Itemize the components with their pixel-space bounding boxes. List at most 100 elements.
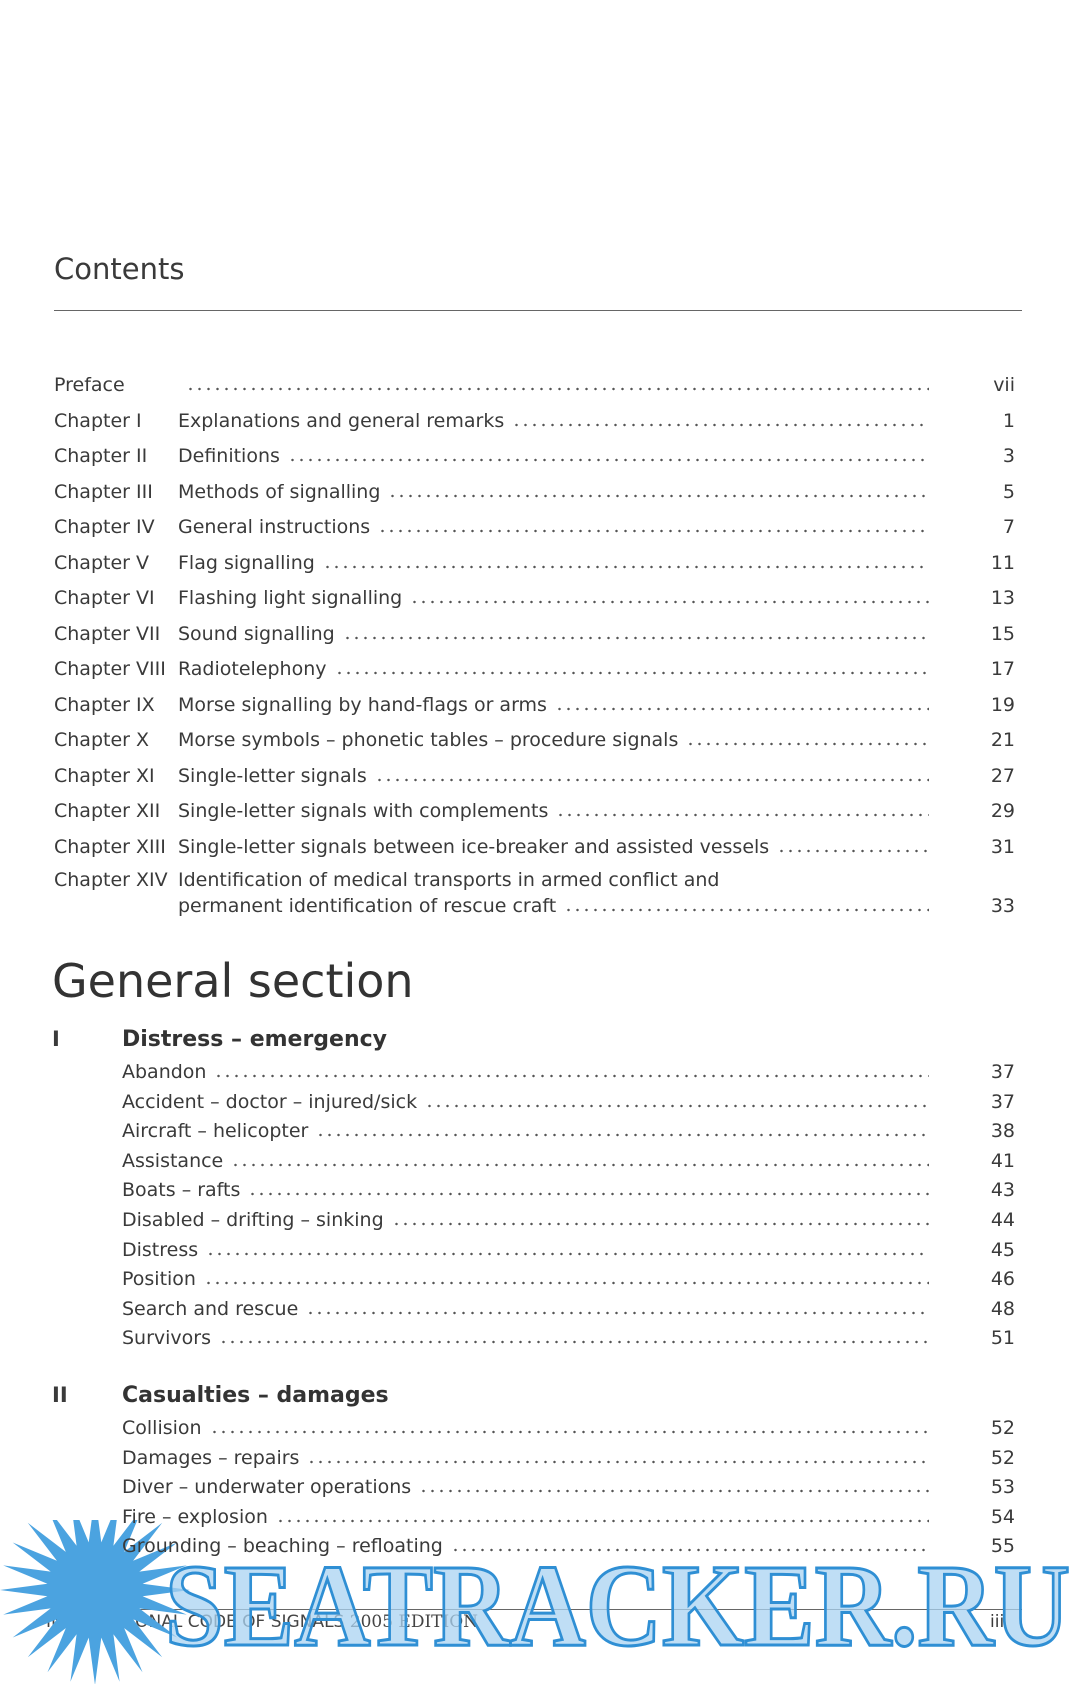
entry-title: Grounding – beaching – refloating xyxy=(122,1535,443,1558)
toc-page: 5 xyxy=(1002,480,1015,503)
leader xyxy=(231,1161,929,1168)
toc-row: Chapter I Explanations and general remark… xyxy=(54,406,1015,432)
watermark-text: SEATRACKER.RU xyxy=(165,1540,1070,1671)
entry-page: 51 xyxy=(990,1327,1015,1350)
toc-label: Chapter XIV xyxy=(54,869,168,891)
leader xyxy=(425,1102,929,1109)
toc-page: 3 xyxy=(1002,445,1015,467)
toc-row: Aircraft – helicopter 38 xyxy=(122,1116,1015,1142)
entry-title: Diver – underwater operations xyxy=(122,1476,412,1499)
toc-row: Search and rescue 48 xyxy=(122,1294,1015,1320)
leader xyxy=(287,457,929,463)
leader xyxy=(564,907,929,913)
entry-page: 55 xyxy=(990,1535,1015,1558)
entry-page: 37 xyxy=(990,1090,1015,1113)
entry-title: Collision xyxy=(122,1417,202,1439)
rule xyxy=(54,310,1022,311)
group-numeral: I xyxy=(52,1027,60,1051)
leader xyxy=(219,1339,929,1346)
toc-title: Definitions xyxy=(178,445,280,467)
toc-row: Chapter VII Sound signalling 15 xyxy=(54,619,1015,645)
entry-page: 38 xyxy=(990,1120,1015,1143)
leader xyxy=(206,1250,929,1257)
leader xyxy=(391,1221,929,1227)
toc-row: Survivors 51 xyxy=(122,1323,1015,1349)
entry-page: 41 xyxy=(990,1149,1015,1172)
leader xyxy=(275,1517,929,1524)
toc-row: Chapter II Definitions 3 xyxy=(54,441,1015,467)
leader xyxy=(316,1132,929,1139)
group-heading: Distress – emergency xyxy=(122,1027,388,1052)
leader xyxy=(450,1547,929,1554)
leader xyxy=(388,492,929,499)
entry-title: Fire – explosion xyxy=(122,1505,268,1528)
toc-row: Preface vii xyxy=(54,370,1015,396)
toc-row: Boats – rafts 43 xyxy=(122,1175,1015,1201)
toc-label: Chapter III xyxy=(54,480,153,503)
toc-title: Morse symbols – phonetic tables – proced… xyxy=(178,729,679,751)
entry-page: 53 xyxy=(990,1476,1015,1499)
toc-page: 7 xyxy=(1002,516,1015,538)
toc-row: Chapter VI Flashing light signalling 13 xyxy=(54,583,1015,609)
footer-page: iii xyxy=(990,1612,1005,1632)
toc-title: Morse signalling by hand-flags or arms xyxy=(178,693,547,716)
toc-title: Single-letter signals between ice-breake… xyxy=(178,835,770,858)
leader xyxy=(374,776,929,783)
toc-row: permanent identification of rescue craft… xyxy=(178,891,1015,917)
leader xyxy=(410,599,929,605)
toc-row: Chapter XI Single-letter signals 27 xyxy=(54,761,1015,787)
leader xyxy=(186,386,929,392)
toc-row: Chapter XII Single-letter signals with co… xyxy=(54,796,1015,822)
toc-title: Flag signalling xyxy=(178,551,315,574)
toc-row: Chapter IX Morse signalling by hand-flags… xyxy=(54,690,1015,716)
entry-page: 48 xyxy=(990,1297,1015,1320)
toc-row: Chapter X Morse symbols – phonetic tables… xyxy=(54,725,1015,751)
leader xyxy=(214,1073,929,1079)
leader xyxy=(306,1309,929,1316)
entry-title: Survivors xyxy=(122,1327,212,1350)
toc-label: Chapter I xyxy=(54,409,142,432)
watermark: SEATRACKER.RU xyxy=(0,1520,1072,1684)
toc-row: Chapter XIII Single-letter signals betwee… xyxy=(54,832,1015,858)
toc-label: Chapter XII xyxy=(54,800,161,822)
leader xyxy=(686,741,929,747)
toc-page: 31 xyxy=(990,835,1015,858)
sunburst xyxy=(0,1520,190,1684)
contents-title: Contents xyxy=(54,252,185,286)
toc-page: 1 xyxy=(1002,409,1015,432)
toc-row: Damages – repairs 52 xyxy=(122,1443,1015,1469)
leader xyxy=(378,528,929,534)
toc-row: Position 46 xyxy=(122,1264,1015,1290)
entry-title: Assistance xyxy=(122,1149,224,1172)
entry-page: 37 xyxy=(990,1061,1015,1083)
entry-page: 43 xyxy=(990,1179,1015,1202)
toc-page: 21 xyxy=(990,729,1015,751)
entry-title: Damages – repairs xyxy=(122,1446,300,1469)
toc-row: Accident – doctor – injured/sick 37 xyxy=(122,1087,1015,1113)
entry-page: 52 xyxy=(990,1446,1015,1469)
entry-title: Accident – doctor – injured/sick xyxy=(122,1090,418,1113)
toc-page: 27 xyxy=(990,764,1015,787)
toc-page: 33 xyxy=(990,895,1015,917)
entry-title: Abandon xyxy=(122,1061,207,1083)
leader xyxy=(322,563,929,570)
entry-title: Boats – rafts xyxy=(122,1179,241,1202)
toc-row: Abandon 37 xyxy=(122,1057,1015,1083)
toc-label: Chapter X xyxy=(54,729,150,751)
toc-row: Chapter III Methods of signalling 5 xyxy=(54,477,1015,503)
entry-page: 45 xyxy=(990,1238,1015,1261)
entry-page: 44 xyxy=(990,1209,1015,1231)
toc-label: Chapter II xyxy=(54,445,148,467)
footer-rule xyxy=(54,1609,1022,1610)
toc-title: Sound signalling xyxy=(178,622,335,645)
toc-label: Chapter IX xyxy=(54,693,155,716)
group-numeral: II xyxy=(52,1383,68,1407)
toc-title: Single-letter signals xyxy=(178,764,367,787)
toc-row: Chapter IV General instructions 7 xyxy=(54,512,1015,538)
toc-title: Identification of medical transports in … xyxy=(178,869,720,891)
toc-label: Chapter XI xyxy=(54,764,155,787)
toc-page: 13 xyxy=(990,587,1015,609)
leader xyxy=(512,421,929,428)
toc-title: permanent identification of rescue craft xyxy=(178,895,557,917)
